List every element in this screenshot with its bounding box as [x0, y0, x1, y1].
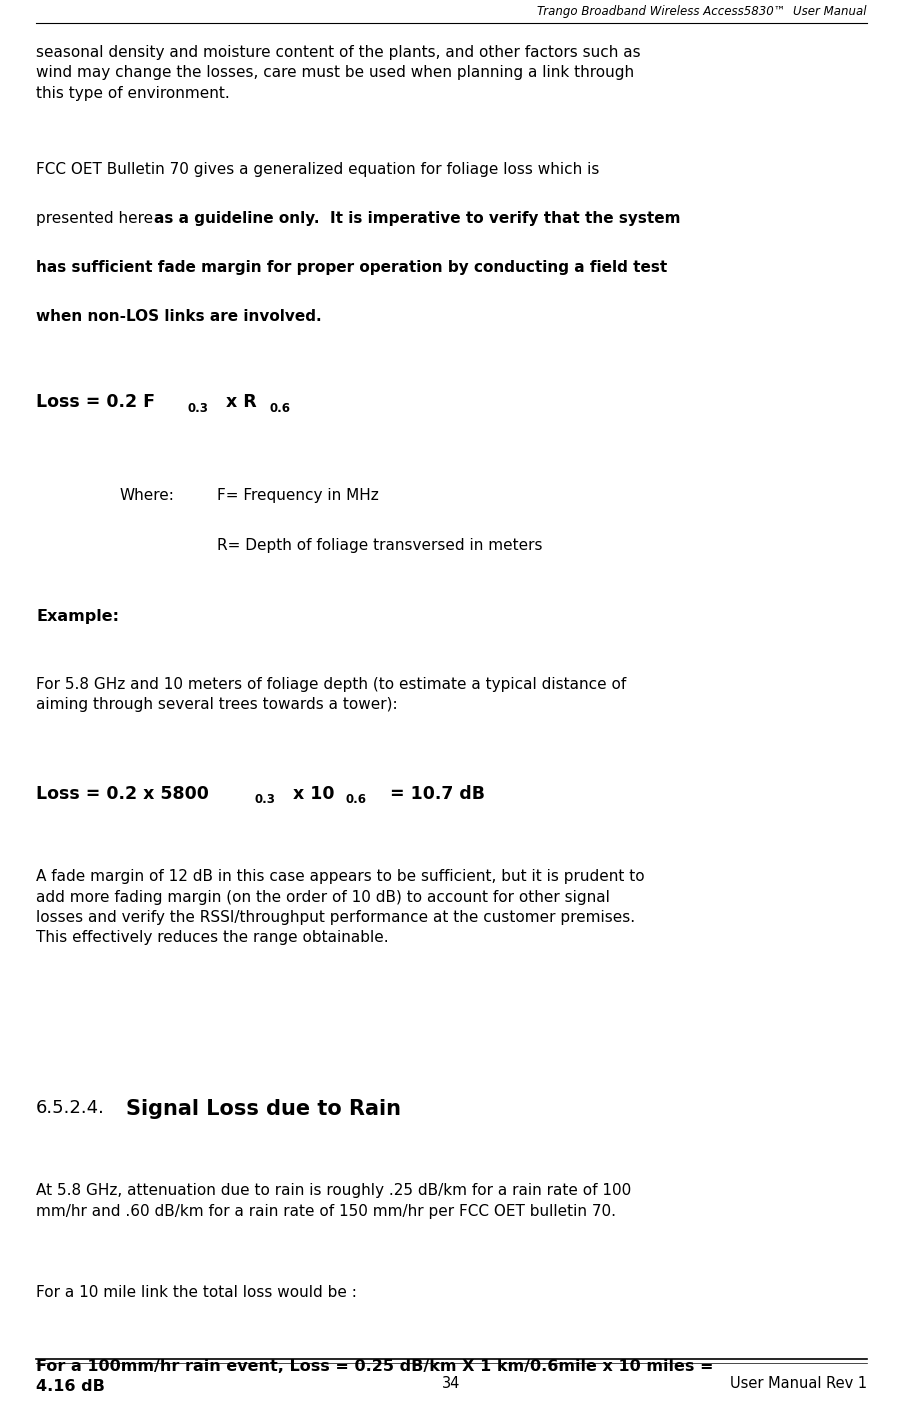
Text: FCC OET Bulletin 70 gives a generalized equation for foliage loss which is: FCC OET Bulletin 70 gives a generalized … — [36, 162, 599, 177]
Text: seasonal density and moisture content of the plants, and other factors such as
w: seasonal density and moisture content of… — [36, 45, 640, 101]
Text: 0.6: 0.6 — [269, 401, 290, 415]
Text: presented here: presented here — [36, 211, 158, 225]
Text: as a guideline only.  It is imperative to verify that the system: as a guideline only. It is imperative to… — [154, 211, 680, 225]
Text: Loss = 0.2 F: Loss = 0.2 F — [36, 393, 155, 411]
Text: 34: 34 — [442, 1376, 460, 1392]
Text: Trango Broadband Wireless Access5830™  User Manual: Trango Broadband Wireless Access5830™ Us… — [537, 6, 866, 18]
Text: 6.5.2.4.: 6.5.2.4. — [36, 1099, 105, 1117]
Text: For a 10 mile link the total loss would be :: For a 10 mile link the total loss would … — [36, 1285, 356, 1300]
Text: x R: x R — [220, 393, 257, 411]
Text: = 10.7 dB: = 10.7 dB — [378, 785, 484, 803]
Text: 0.3: 0.3 — [254, 794, 275, 806]
Text: At 5.8 GHz, attenuation due to rain is roughly .25 dB/km for a rain rate of 100
: At 5.8 GHz, attenuation due to rain is r… — [36, 1183, 630, 1218]
Text: x 10: x 10 — [287, 785, 335, 803]
Text: R= Depth of foliage transversed in meters: R= Depth of foliage transversed in meter… — [216, 539, 541, 553]
Text: F= Frequency in MHz: F= Frequency in MHz — [216, 488, 378, 502]
Text: 0.3: 0.3 — [188, 401, 208, 415]
Text: For a 100mm/hr rain event, Loss = 0.25 dB/km X 1 km/0.6mile x 10 miles =
4.16 dB: For a 100mm/hr rain event, Loss = 0.25 d… — [36, 1359, 713, 1394]
Text: when non-LOS links are involved.: when non-LOS links are involved. — [36, 308, 321, 324]
Text: has sufficient fade margin for proper operation by conducting a field test: has sufficient fade margin for proper op… — [36, 260, 667, 274]
Text: A fade margin of 12 dB in this case appears to be sufficient, but it is prudent : A fade margin of 12 dB in this case appe… — [36, 870, 644, 946]
Text: For 5.8 GHz and 10 meters of foliage depth (to estimate a typical distance of
ai: For 5.8 GHz and 10 meters of foliage dep… — [36, 677, 626, 712]
Text: Example:: Example: — [36, 609, 119, 625]
Text: 0.6: 0.6 — [345, 794, 366, 806]
Text: Loss = 0.2 x 5800: Loss = 0.2 x 5800 — [36, 785, 208, 803]
Text: Signal Loss due to Rain: Signal Loss due to Rain — [126, 1099, 401, 1119]
Text: Where:: Where: — [119, 488, 174, 502]
Text: User Manual Rev 1: User Manual Rev 1 — [729, 1376, 866, 1392]
